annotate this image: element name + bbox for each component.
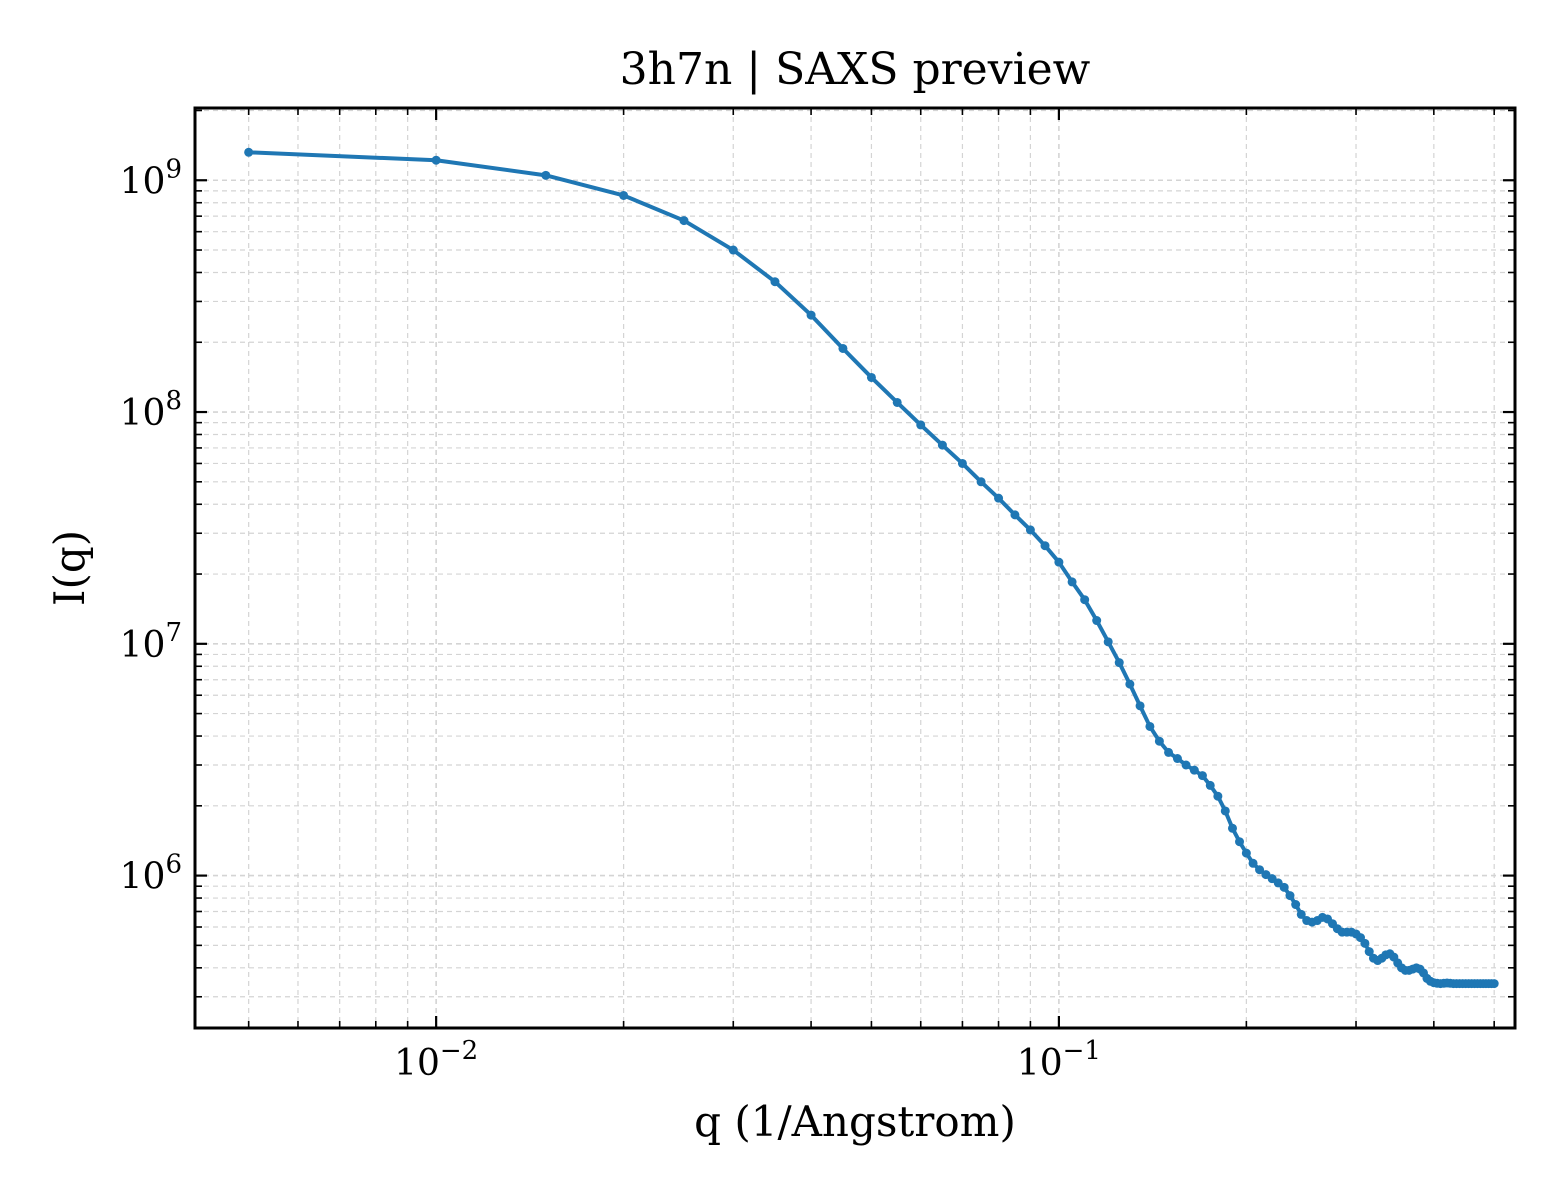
data-point bbox=[1164, 747, 1174, 757]
data-point bbox=[976, 477, 986, 487]
data-point bbox=[1285, 891, 1295, 901]
data-point bbox=[1296, 909, 1306, 919]
y-axis-label: I(q) bbox=[45, 530, 94, 606]
x-tick-label: 10−2 bbox=[394, 1036, 478, 1084]
data-point bbox=[866, 372, 876, 382]
data-point bbox=[957, 458, 967, 468]
data-point bbox=[1248, 858, 1258, 868]
data-point bbox=[1092, 616, 1102, 626]
data-point bbox=[1213, 791, 1223, 801]
data-point bbox=[1145, 721, 1155, 731]
data-point bbox=[1154, 736, 1164, 746]
data-point bbox=[679, 216, 689, 226]
data-point bbox=[431, 155, 441, 165]
data-point bbox=[1103, 637, 1113, 647]
x-tick-label: 10−1 bbox=[1017, 1036, 1101, 1084]
data-point bbox=[244, 147, 254, 157]
data-point bbox=[1291, 900, 1301, 910]
x-axis-label: q (1/Angstrom) bbox=[694, 1097, 1016, 1146]
data-point bbox=[1067, 577, 1077, 587]
data-point bbox=[1189, 765, 1199, 775]
data-point bbox=[1135, 701, 1145, 711]
data-point bbox=[1227, 823, 1237, 833]
data-point bbox=[1080, 595, 1090, 605]
data-point bbox=[1360, 938, 1370, 948]
data-point bbox=[1489, 979, 1499, 989]
plot-frame bbox=[193, 106, 1517, 1030]
grid-layer bbox=[195, 108, 1515, 1028]
data-point bbox=[1197, 771, 1207, 781]
y-tick-label: 107 bbox=[120, 618, 182, 666]
data-point bbox=[1220, 806, 1230, 816]
labels-layer: 10−2 10−1 106 107 108 109 bbox=[120, 154, 1101, 1084]
data-point bbox=[1364, 947, 1374, 957]
data-point bbox=[838, 343, 848, 353]
y-tick-label: 109 bbox=[120, 154, 182, 202]
data-point bbox=[1054, 557, 1064, 567]
data-point bbox=[1235, 837, 1245, 847]
data-point bbox=[1181, 760, 1191, 770]
data-point bbox=[892, 397, 902, 407]
y-tick-label: 108 bbox=[120, 386, 182, 434]
data-point bbox=[541, 170, 551, 180]
data-point bbox=[619, 190, 629, 200]
data-point bbox=[1241, 848, 1251, 858]
data-point bbox=[916, 420, 926, 430]
data-point bbox=[1255, 865, 1265, 875]
data-point bbox=[1040, 541, 1050, 551]
data-point bbox=[770, 277, 780, 287]
data-point bbox=[1025, 525, 1035, 535]
data-point bbox=[937, 440, 947, 450]
data-point bbox=[1010, 510, 1020, 520]
data-point bbox=[806, 310, 816, 320]
chart-title: 3h7n | SAXS preview bbox=[620, 44, 1091, 95]
data-point bbox=[994, 493, 1004, 503]
data-point bbox=[1172, 754, 1182, 764]
series-layer bbox=[244, 147, 1499, 989]
data-point bbox=[1205, 780, 1215, 790]
data-point bbox=[1279, 882, 1289, 892]
data-point bbox=[728, 245, 738, 255]
data-point bbox=[1114, 658, 1124, 668]
data-point bbox=[1125, 679, 1135, 689]
y-tick-label: 106 bbox=[120, 850, 182, 898]
